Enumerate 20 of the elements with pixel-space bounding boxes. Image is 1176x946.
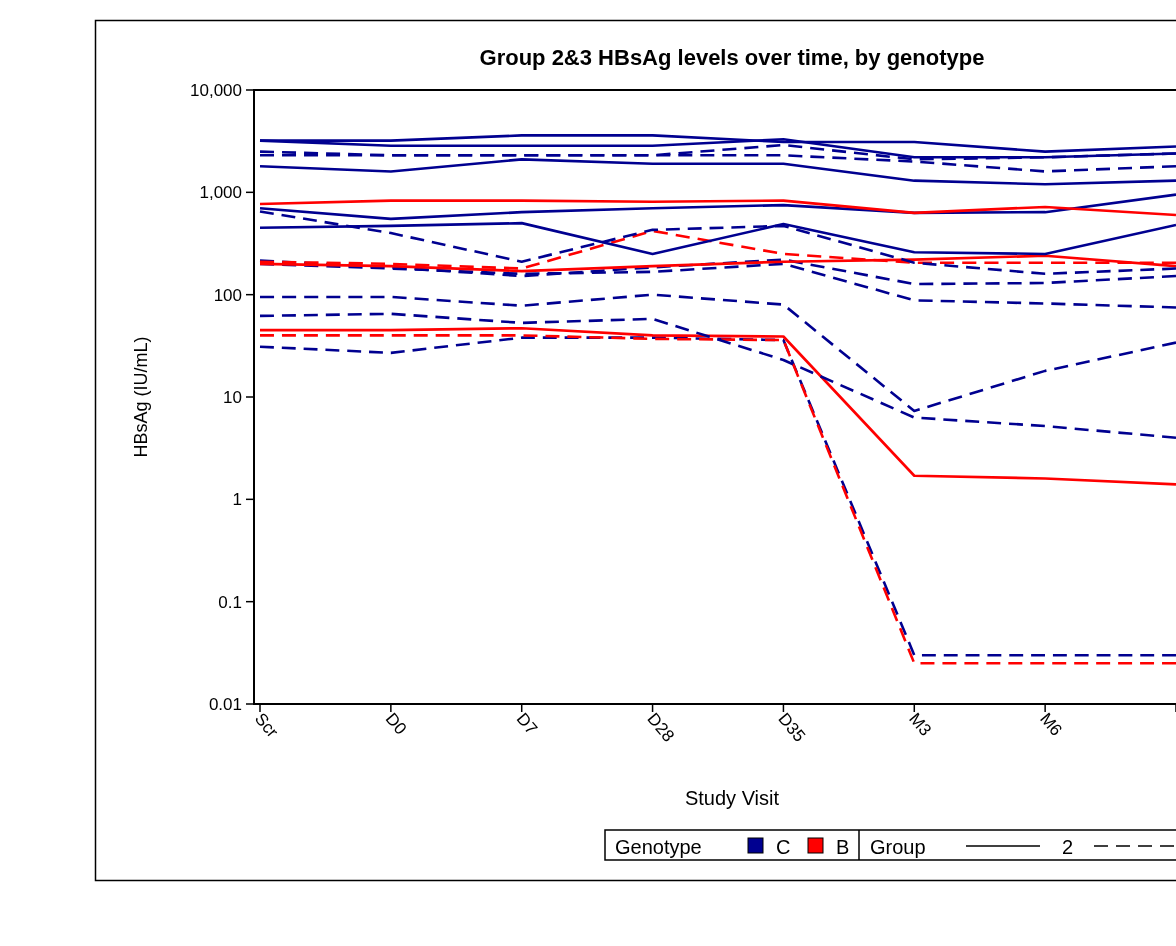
text: 2	[1062, 836, 1074, 858]
y-tick-label: 10	[223, 388, 242, 407]
x-tick-label: Scr	[250, 709, 283, 742]
y-tick-label: 0.01	[208, 695, 242, 714]
y-tick-label: 1	[232, 490, 242, 510]
text: Group	[870, 836, 926, 858]
y-axis-title: HBsAg (IU/mL)	[131, 336, 151, 458]
x-axis-title: Study Visit	[684, 787, 780, 809]
y-tick-label: 1,000	[199, 183, 242, 203]
x-tick-label: M6	[1036, 709, 1066, 740]
x-tick-label: D7	[512, 709, 542, 739]
y-tick-label: 10,000	[190, 81, 242, 100]
y-tick-label: 0.1	[218, 592, 242, 612]
legend-label: C	[776, 836, 791, 858]
x-tick-label: D0	[381, 709, 411, 739]
chart-title: Group 2&3 HBsAg levels over time, by genotype	[479, 45, 985, 70]
y-tick-label: 100	[213, 285, 242, 305]
legend-label: B	[836, 836, 850, 858]
x-tick-label: M3	[905, 709, 935, 740]
legend-title: Genotype	[615, 836, 702, 858]
